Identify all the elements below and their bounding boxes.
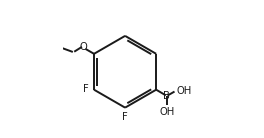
Text: OH: OH — [176, 86, 192, 96]
Text: F: F — [122, 112, 128, 122]
Text: OH: OH — [159, 107, 175, 117]
Text: F: F — [83, 84, 89, 94]
Text: O: O — [80, 42, 88, 52]
Text: B: B — [163, 91, 170, 101]
